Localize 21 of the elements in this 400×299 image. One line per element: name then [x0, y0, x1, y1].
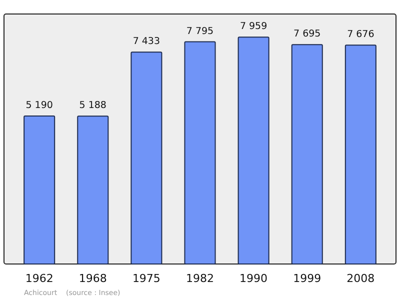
bar [238, 36, 270, 264]
data-label: 7 959 [240, 21, 268, 32]
x-tick-label: 1962 [25, 272, 54, 285]
x-tick-label: 1975 [132, 272, 160, 285]
bar [24, 116, 56, 264]
data-label: 5 188 [79, 100, 106, 112]
bar [130, 52, 162, 264]
data-label: 7 676 [347, 29, 374, 40]
x-tick-label: 2008 [346, 272, 375, 285]
x-tick-label: 1990 [240, 272, 268, 285]
bar [77, 116, 109, 264]
data-label: 7 695 [294, 28, 321, 40]
data-label: 7 433 [132, 36, 160, 48]
data-label: 5 190 [26, 100, 53, 112]
data-label: 7 795 [186, 26, 214, 37]
x-tick-label: 1968 [78, 272, 107, 285]
bar [184, 41, 216, 264]
x-tick-label: 1999 [293, 272, 322, 285]
x-tick-label: 1982 [186, 272, 214, 285]
bar [344, 44, 376, 264]
bar [291, 44, 323, 264]
